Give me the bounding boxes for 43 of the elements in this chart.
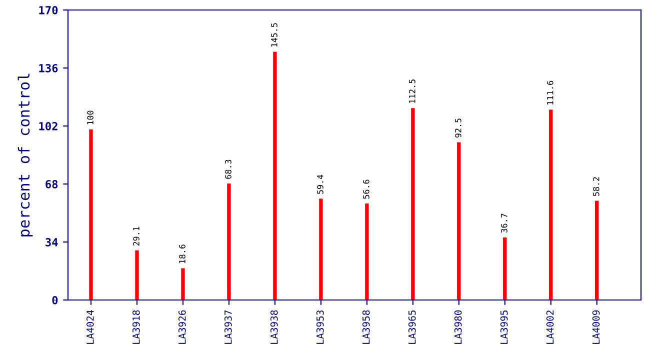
y-tick-label: 102 xyxy=(39,122,58,130)
data-label: 112.5 xyxy=(409,80,416,103)
y-tick-label: 68 xyxy=(46,180,58,188)
x-tick-label: LA3937 xyxy=(224,310,232,344)
bar xyxy=(319,198,323,300)
bar xyxy=(135,250,139,300)
x-tick-label: LA3995 xyxy=(500,310,508,344)
x-tick-label: LA3938 xyxy=(270,310,278,344)
data-label: 111.6 xyxy=(547,80,554,104)
data-label: 56.6 xyxy=(363,180,370,199)
y-tick-label: 170 xyxy=(39,6,58,14)
bar xyxy=(89,129,93,300)
bar xyxy=(595,200,599,300)
y-tick-label: 34 xyxy=(46,238,58,246)
x-tick-label: LA4002 xyxy=(546,310,554,344)
bar xyxy=(227,183,231,300)
bar xyxy=(181,268,185,300)
data-label: 29.1 xyxy=(133,226,140,246)
data-label: 18.6 xyxy=(179,244,186,264)
x-tick-label: LA3953 xyxy=(316,310,324,344)
data-label: 145.5 xyxy=(271,23,278,47)
x-tick-label: LA4009 xyxy=(592,310,600,344)
bar xyxy=(549,110,553,300)
x-tick-label: LA4024 xyxy=(86,310,94,344)
x-tick-label: LA3965 xyxy=(408,310,416,344)
bar xyxy=(273,52,277,300)
x-tick-label: LA3980 xyxy=(454,310,462,344)
x-tick-label: LA3958 xyxy=(362,310,370,344)
x-tick-label: LA3926 xyxy=(178,310,186,344)
data-label: 100 xyxy=(87,110,94,124)
data-label: 59.4 xyxy=(317,174,324,194)
bar xyxy=(365,203,369,300)
data-label: 58.2 xyxy=(592,177,600,196)
data-label: 92.5 xyxy=(455,118,462,138)
y-tick-label: 136 xyxy=(39,64,58,72)
bar xyxy=(503,237,507,300)
x-tick-label: LA3918 xyxy=(132,310,140,344)
y-tick-label: 0 xyxy=(52,296,58,304)
data-label: 36.7 xyxy=(501,214,508,233)
bar xyxy=(457,142,461,300)
bar xyxy=(411,108,415,300)
y-axis-title: percent of control xyxy=(18,74,33,236)
data-label: 68.3 xyxy=(225,160,232,179)
